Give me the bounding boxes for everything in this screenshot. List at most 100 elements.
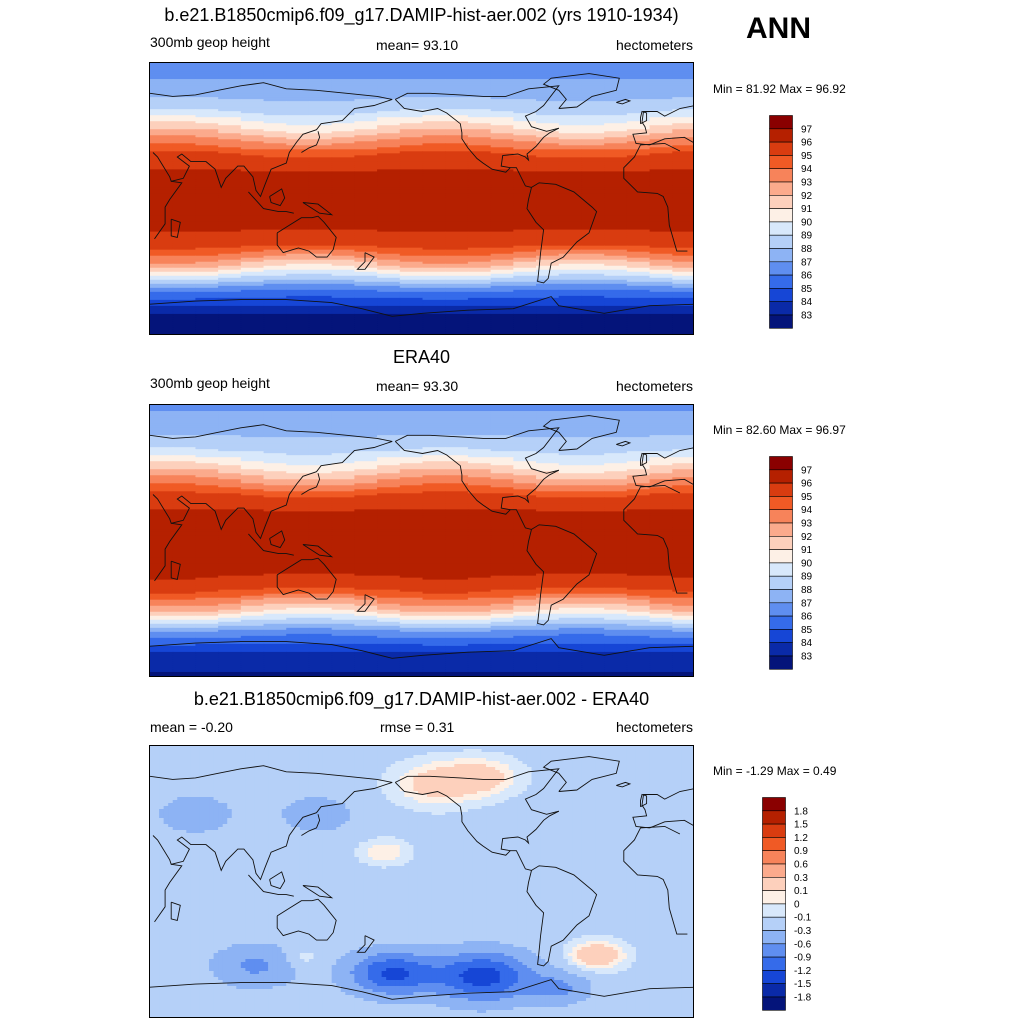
contour-cell (536, 433, 560, 436)
contour-cell (354, 239, 378, 243)
contour-cell (536, 171, 560, 175)
contour-cell (150, 283, 174, 287)
contour-cell (626, 249, 651, 253)
contour-cell (422, 537, 446, 541)
contour-cell (672, 143, 693, 146)
contour-cell (490, 313, 514, 317)
contour-cell (604, 161, 628, 164)
contour-cell (263, 75, 287, 78)
contour-cell (581, 227, 605, 231)
contour-cell (195, 221, 219, 225)
contour-cell (354, 139, 378, 142)
contour-cell (581, 435, 605, 438)
contour-cell (604, 515, 628, 519)
contour-cell (150, 543, 174, 547)
contour-cell (422, 229, 446, 233)
contour-cell (672, 187, 693, 191)
contour-cell (604, 209, 628, 213)
contour-cell (513, 467, 537, 470)
contour-cell (331, 251, 355, 255)
contour-cell (558, 89, 583, 92)
contour-cell (513, 109, 537, 112)
contour-cell (467, 135, 492, 138)
contour-cell (445, 171, 469, 175)
contour-cell (399, 133, 424, 136)
contour-cell (626, 199, 651, 203)
contour-cell (467, 507, 492, 510)
contour-cell (513, 187, 537, 191)
contour-cell (581, 405, 605, 408)
contour-cell (308, 489, 333, 492)
colorbar-box (769, 115, 793, 130)
contour-cell (649, 77, 673, 80)
contour-cell (286, 209, 310, 213)
contour-cell (240, 219, 265, 223)
contour-cell (445, 163, 469, 166)
contour-cell (150, 207, 174, 211)
contour-cell (195, 121, 219, 124)
contour-cell (263, 195, 287, 199)
contour-cell (218, 331, 242, 334)
contour-cell (536, 463, 560, 466)
contour-cell (377, 481, 401, 484)
contour-cell (445, 205, 469, 209)
contour-cell (604, 173, 628, 177)
contour-cell (467, 307, 492, 311)
contour-cell (490, 125, 514, 128)
contour-cell (195, 489, 219, 492)
contour-cell (150, 457, 174, 460)
contour-cell (195, 471, 219, 474)
contour-cell (422, 161, 446, 164)
contour-cell (263, 147, 287, 150)
contour-cell (445, 463, 469, 466)
contour-cell (649, 325, 673, 329)
contour-cell (445, 297, 469, 301)
contour-cell (172, 529, 197, 533)
contour-cell (536, 421, 560, 424)
contour-cell (445, 141, 469, 144)
contour-cell (536, 317, 560, 321)
contour-cell (331, 67, 355, 70)
contour-cell (377, 145, 401, 148)
contour-cell (581, 289, 605, 293)
contour-cell (445, 457, 469, 460)
contour-cell (399, 261, 424, 265)
contour-cell (377, 93, 401, 96)
contour-cell (649, 107, 673, 110)
contour-cell (558, 145, 583, 148)
contour-cell (218, 491, 242, 494)
contour-cell (558, 105, 583, 108)
contour-cell (308, 321, 333, 325)
contour-cell (513, 179, 537, 183)
contour-cell (672, 119, 693, 122)
contour-cell (649, 489, 673, 492)
contour-cell (308, 185, 333, 189)
contour-cell (354, 85, 378, 88)
contour-cell (240, 505, 265, 508)
contour-cell (536, 113, 560, 116)
contour-cell (649, 323, 673, 327)
contour-cell (672, 161, 693, 164)
contour-cell (672, 539, 693, 543)
contour-cell (354, 229, 378, 233)
contour-cell (331, 495, 355, 498)
contour-cell (558, 429, 583, 432)
contour-cell (626, 117, 651, 120)
contour-cell (308, 201, 333, 205)
contour-cell (581, 221, 605, 225)
contour-cell (218, 125, 242, 128)
contour-cell (490, 463, 514, 466)
contour-cell (150, 191, 174, 195)
contour-cell (150, 167, 174, 170)
contour-cell (581, 281, 605, 285)
contour-cell (672, 437, 693, 440)
contour-cell (536, 513, 560, 517)
contour-cell (490, 271, 514, 275)
contour-cell (331, 441, 355, 444)
contour-cell (558, 433, 583, 436)
contour-cell (445, 87, 469, 90)
contour-cell (626, 429, 651, 432)
contour-cell (513, 263, 537, 267)
contour-cell (672, 89, 693, 92)
contour-cell (672, 239, 693, 243)
